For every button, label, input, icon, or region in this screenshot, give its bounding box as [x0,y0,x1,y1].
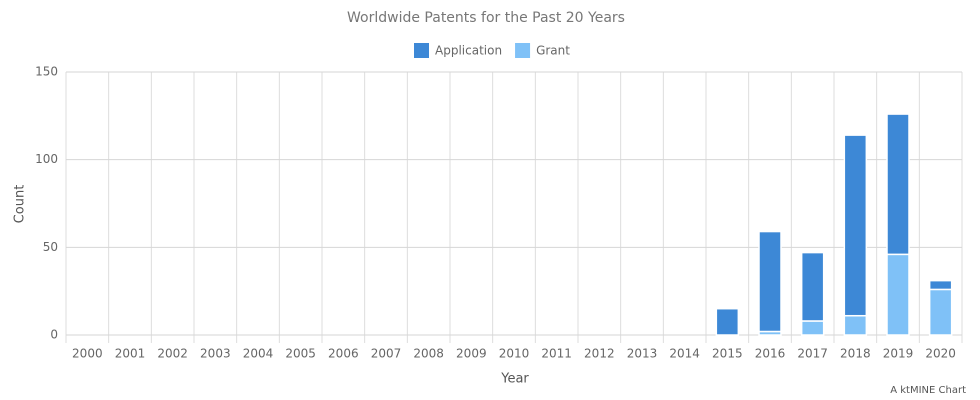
bar-segment [844,135,866,316]
x-tick-label: 2016 [755,347,786,361]
x-tick-label: 2008 [413,347,444,361]
bar-segment [716,309,738,335]
bar-segment [887,254,909,335]
x-tick-label: 2001 [115,347,146,361]
x-tick-label: 2002 [157,347,188,361]
legend-swatch [515,43,530,58]
legend-label: Application [435,44,502,58]
bar-segment [802,253,824,321]
y-tick-label: 0 [50,328,58,342]
legend-swatch [414,43,429,58]
x-tick-label: 2003 [200,347,231,361]
y-tick-label: 50 [43,240,58,254]
x-tick-label: 2005 [285,347,316,361]
legend-label: Grant [536,44,570,58]
bar-segment [844,316,866,335]
x-tick-label: 2004 [243,347,274,361]
y-tick-label: 150 [35,65,58,79]
y-tick-label: 100 [35,152,58,166]
x-tick-label: 2013 [627,347,658,361]
x-tick-label: 2018 [840,347,871,361]
x-tick-label: 2017 [797,347,828,361]
bar-segment [930,289,952,335]
x-tick-label: 2009 [456,347,487,361]
x-tick-label: 2011 [541,347,572,361]
bar-segment [802,321,824,335]
x-tick-label: 2012 [584,347,615,361]
x-tick-label: 2020 [925,347,956,361]
x-tick-label: 2019 [883,347,914,361]
chart-title: Worldwide Patents for the Past 20 Years [347,10,625,26]
x-axis-title: Year [500,372,529,387]
bar-segment [887,114,909,254]
x-tick-label: 2015 [712,347,743,361]
x-tick-label: 2007 [371,347,402,361]
credit: A ktMINE Chart [890,385,966,396]
bar-segment [759,232,781,332]
x-tick-label: 2010 [499,347,530,361]
x-tick-label: 2014 [669,347,700,361]
x-tick-label: 2006 [328,347,359,361]
y-axis-title: Count [13,185,28,224]
bar-segment [930,281,952,290]
x-tick-label: 2000 [72,347,103,361]
